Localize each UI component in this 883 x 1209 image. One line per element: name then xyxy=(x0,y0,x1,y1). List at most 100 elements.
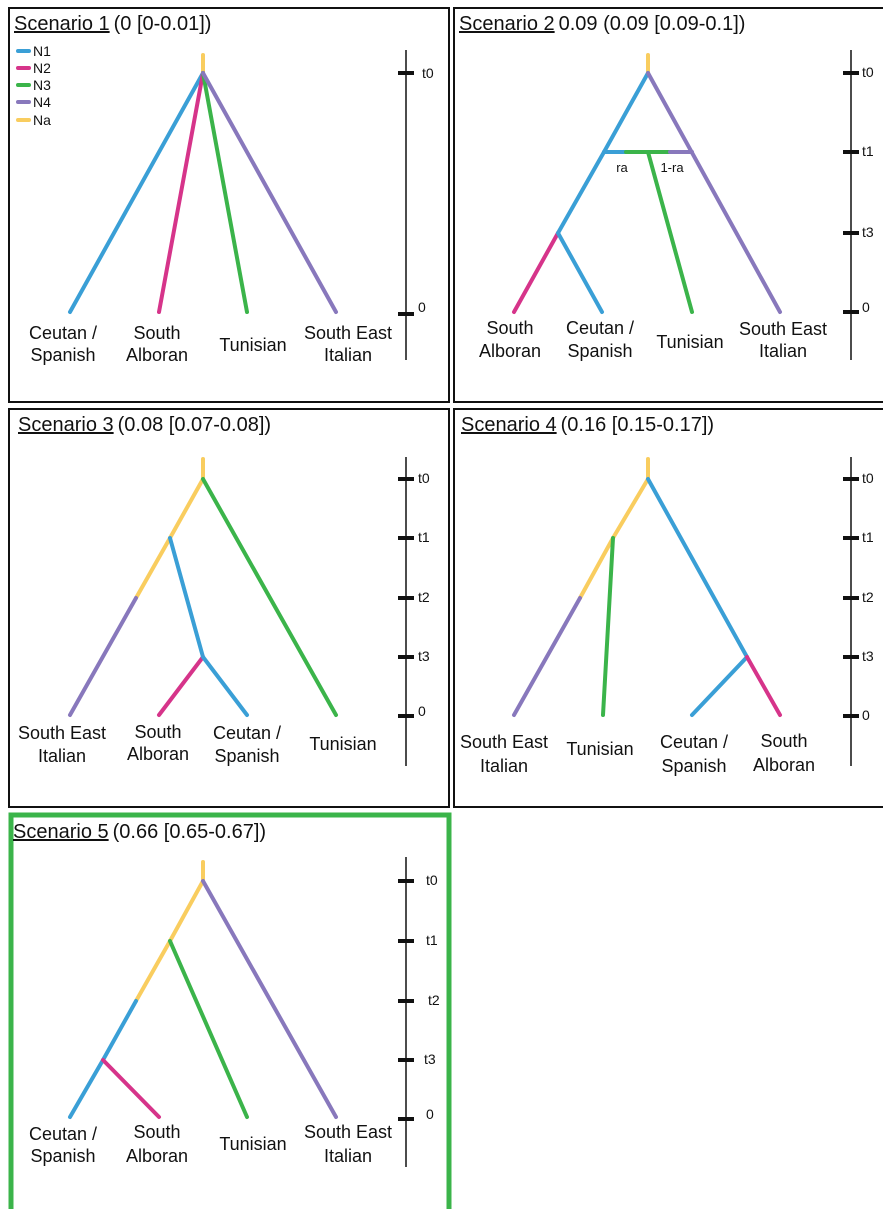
leaf-label: Tunisian xyxy=(656,332,723,352)
time-axis-label: t2 xyxy=(428,992,440,1008)
leaf-label: Ceutan / Spanish xyxy=(213,723,281,766)
branch-south-alboran xyxy=(157,655,205,717)
branch-n1-middle xyxy=(556,150,606,235)
time-axis-label: t3 xyxy=(862,224,874,240)
legend-label-n2: N2 xyxy=(33,60,51,76)
time-axis-label: t1 xyxy=(862,529,874,545)
scenario-5-stats: (0.66 [0.65-0.67]) xyxy=(113,821,266,843)
time-axis-label: t0 xyxy=(862,470,874,486)
leaf-label: Tunisian xyxy=(219,335,286,355)
scenario-2-title: Scenario 2 0.09 (0.09 [0.09-0.1]) xyxy=(459,13,745,35)
branch-ceutan-spanish xyxy=(690,655,749,717)
scenario-1-stats: (0 [0-0.01]) xyxy=(114,13,212,35)
admixture-label-1-ra: 1-ra xyxy=(660,160,684,175)
leaf-label: Tunisian xyxy=(309,734,376,754)
time-axis-label: 0 xyxy=(862,299,870,315)
branch-ceutan-spanish xyxy=(201,655,249,717)
scenario-5-title: Scenario 5 (0.66 [0.65-0.67]) xyxy=(13,821,266,843)
leaf-label: South Alboran xyxy=(126,1122,188,1166)
branch-ancestral-1 xyxy=(611,477,650,540)
branch-n1-internal xyxy=(646,477,749,659)
branch-ancestral-2 xyxy=(134,939,172,1003)
time-axis-label: t1 xyxy=(418,529,430,545)
branch-ancestral-1 xyxy=(168,879,205,943)
branch-n1-internal xyxy=(101,999,138,1062)
scenario-2-stats: 0.09 (0.09 [0.09-0.1]) xyxy=(559,13,746,35)
branch-south-alboran xyxy=(157,71,205,314)
leaf-label: South Alboran xyxy=(479,318,541,361)
scenario-3-name: Scenario 3 xyxy=(18,414,114,436)
time-axis-label: t3 xyxy=(424,1051,436,1067)
time-axis: t0 t1 t3 0 xyxy=(843,50,874,360)
scenario-5-frame xyxy=(8,812,452,1209)
branch-south-alboran xyxy=(512,231,560,314)
scenario-3-frame xyxy=(8,408,450,808)
branch-n1-internal xyxy=(168,536,205,659)
branch-south-east-italian xyxy=(646,71,782,314)
time-axis: t0 t1 t2 t3 0 xyxy=(843,457,874,766)
scenario-2-name: Scenario 2 xyxy=(459,13,555,35)
time-axis-label: t1 xyxy=(426,932,438,948)
branch-n1-upper xyxy=(602,71,650,154)
leaf-label: South East Italian xyxy=(304,1122,392,1166)
scenario-1-title: Scenario 1 (0 [0-0.01]) xyxy=(14,13,211,35)
branch-south-east-italian xyxy=(201,71,338,314)
time-axis-label: 0 xyxy=(426,1106,434,1122)
time-axis-label: 0 xyxy=(418,299,426,315)
leaf-label: South East Italian xyxy=(739,319,827,361)
branch-tunisian xyxy=(201,477,338,717)
scenario-3-panel: Scenario 3 (0.08 [0.07-0.08]) South East I… xyxy=(8,408,450,808)
branch-south-east-italian xyxy=(201,879,338,1119)
branch-south-alboran xyxy=(101,1058,161,1119)
branch-tunisian xyxy=(168,939,249,1119)
scenario-2-panel: Scenario 2 0.09 (0.09 [0.09-0.1]) ra 1-ra… xyxy=(453,7,883,403)
time-axis-label: t1 xyxy=(862,143,874,159)
scenario-3-title: Scenario 3 (0.08 [0.07-0.08]) xyxy=(18,414,271,436)
scenario-4-stats: (0.16 [0.15-0.17]) xyxy=(561,414,714,436)
branch-ceutan-spanish xyxy=(68,71,205,314)
scenario-5-name: Scenario 5 xyxy=(13,821,109,843)
scenario-4-panel: Scenario 4 (0.16 [0.15-0.17]) South East I… xyxy=(453,408,883,808)
time-axis-label: t2 xyxy=(862,589,874,605)
time-axis-label: t0 xyxy=(426,872,438,888)
scenario-1-name: Scenario 1 xyxy=(14,13,110,35)
branch-tunisian xyxy=(646,150,694,314)
branch-ancestral-1 xyxy=(168,477,205,540)
scenario-1-frame xyxy=(8,7,450,403)
legend-label-na: Na xyxy=(33,112,51,128)
time-axis-label: t0 xyxy=(862,64,874,80)
scenario-4-frame xyxy=(453,408,883,808)
time-axis-label: t3 xyxy=(862,648,874,664)
time-axis-label: t3 xyxy=(418,648,430,664)
legend-label-n3: N3 xyxy=(33,77,51,93)
time-axis-label: 0 xyxy=(862,707,870,723)
scenario-4-title: Scenario 4 (0.16 [0.15-0.17]) xyxy=(461,414,714,436)
scenario-5-panel: Scenario 5 (0.66 [0.65-0.67]) Ceutan / Spa… xyxy=(8,812,452,1209)
leaf-label: South East Italian xyxy=(304,323,392,365)
legend-label-n4: N4 xyxy=(33,94,51,110)
leaf-label: Tunisian xyxy=(566,739,633,759)
leaf-label: South East Italian xyxy=(18,723,106,766)
time-axis: t0 0 xyxy=(398,50,434,360)
leaf-label: South East Italian xyxy=(460,732,548,776)
branch-ancestral-2 xyxy=(134,536,172,600)
branch-south-east-italian xyxy=(512,596,582,717)
time-axis-label: 0 xyxy=(418,703,426,719)
branch-tunisian xyxy=(201,71,249,314)
legend-label-n1: N1 xyxy=(33,43,51,59)
time-axis: t0 t1 t2 t3 0 xyxy=(398,457,430,766)
scenario-2-frame xyxy=(453,7,883,403)
leaf-label: Tunisian xyxy=(219,1134,286,1154)
time-axis-label: t0 xyxy=(418,470,430,486)
scenario-3-stats: (0.08 [0.07-0.08]) xyxy=(118,414,271,436)
scenario-4-name: Scenario 4 xyxy=(461,414,557,436)
leaf-label: South Alboran xyxy=(127,722,189,764)
branch-tunisian xyxy=(601,536,615,717)
branch-ancestral-2 xyxy=(578,536,615,600)
admixture-label-ra: ra xyxy=(616,160,628,175)
time-axis-label: t0 xyxy=(422,65,434,81)
leaf-label: Ceutan / Spanish xyxy=(566,318,634,361)
leaf-label: South Alboran xyxy=(753,731,815,775)
leaf-label: Ceutan / Spanish xyxy=(660,732,728,776)
